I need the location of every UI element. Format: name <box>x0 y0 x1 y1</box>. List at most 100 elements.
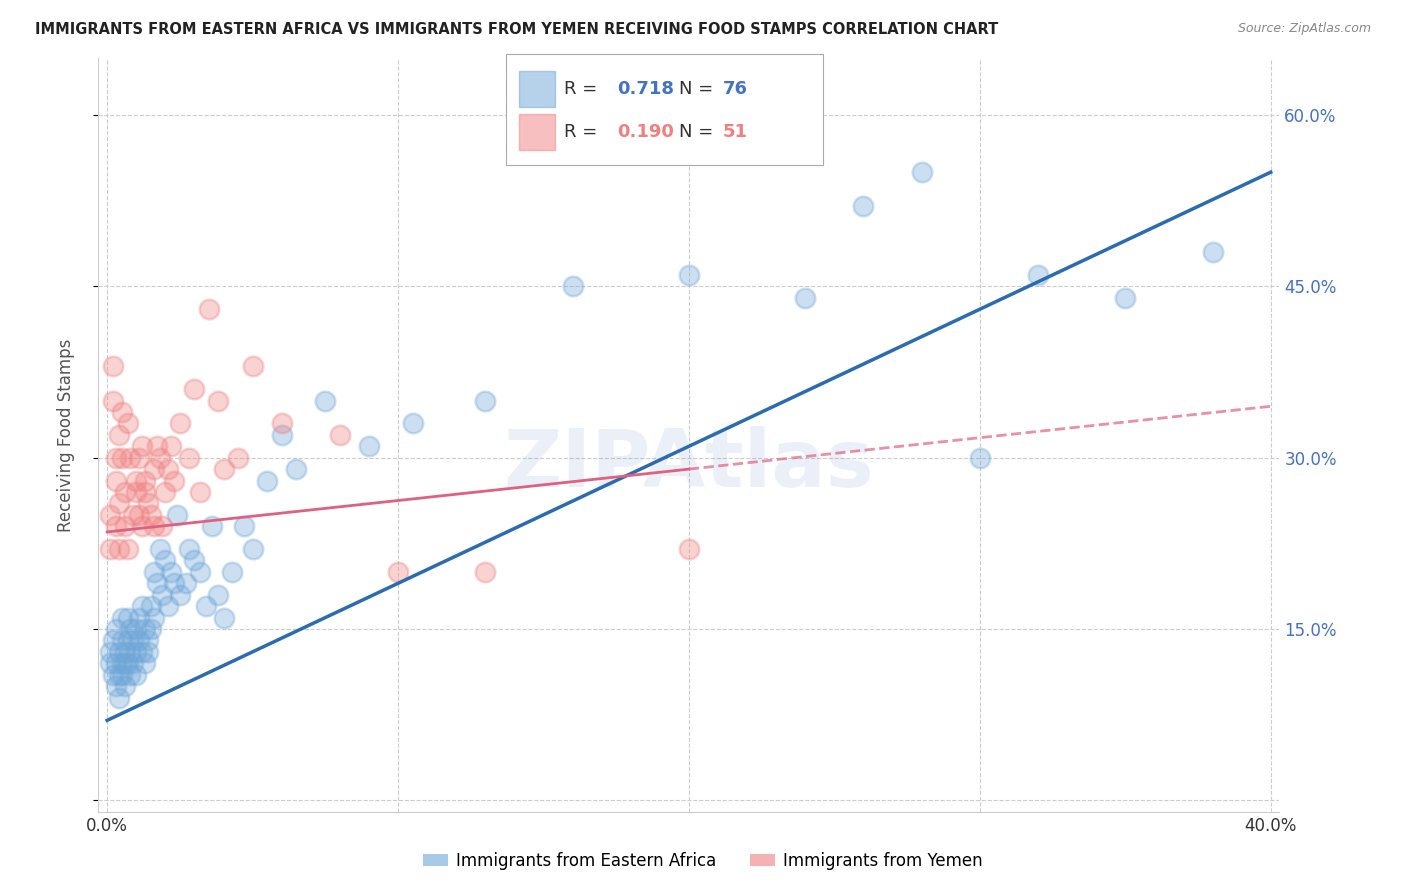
Point <box>155 485 177 500</box>
Point <box>98 657 121 671</box>
Point <box>232 519 254 533</box>
Point <box>104 519 127 533</box>
Text: Source: ZipAtlas.com: Source: ZipAtlas.com <box>1237 22 1371 36</box>
Point <box>131 645 153 659</box>
Point <box>474 565 496 579</box>
Point <box>474 393 496 408</box>
Point <box>163 576 186 591</box>
Point <box>111 405 134 419</box>
Point <box>852 199 875 213</box>
Point <box>125 474 148 488</box>
Point <box>561 279 583 293</box>
Point <box>969 450 991 465</box>
Point <box>212 462 235 476</box>
Point <box>139 508 162 522</box>
Point <box>207 588 229 602</box>
Point <box>125 645 148 659</box>
Point <box>139 599 162 614</box>
Point <box>114 657 136 671</box>
Point <box>117 657 139 671</box>
Point <box>120 622 142 636</box>
Point <box>128 610 150 624</box>
Point <box>131 439 153 453</box>
Point <box>142 565 165 579</box>
Point <box>198 302 221 317</box>
Point <box>125 667 148 681</box>
Point <box>111 657 134 671</box>
Point <box>142 519 165 533</box>
Point <box>188 565 211 579</box>
Point <box>270 427 292 442</box>
Point <box>104 657 127 671</box>
Point <box>117 417 139 431</box>
Point <box>117 610 139 624</box>
Point <box>104 622 127 636</box>
Point <box>107 667 129 681</box>
Point <box>114 679 136 693</box>
Point <box>911 165 934 179</box>
Point <box>111 450 134 465</box>
Point <box>142 462 165 476</box>
Point <box>98 508 121 522</box>
Y-axis label: Receiving Food Stamps: Receiving Food Stamps <box>56 338 75 532</box>
Point <box>314 393 336 408</box>
Point <box>145 576 167 591</box>
Point <box>104 679 127 693</box>
Legend: Immigrants from Eastern Africa, Immigrants from Yemen: Immigrants from Eastern Africa, Immigran… <box>416 846 990 877</box>
Point <box>104 474 127 488</box>
Point <box>387 565 409 579</box>
Point <box>139 622 162 636</box>
Text: R =: R = <box>564 79 603 98</box>
Point <box>120 645 142 659</box>
Point <box>270 417 292 431</box>
Point <box>114 519 136 533</box>
Point <box>195 599 218 614</box>
Point <box>98 542 121 557</box>
Point <box>177 542 200 557</box>
Point <box>101 393 124 408</box>
Point <box>148 450 170 465</box>
Point <box>188 485 211 500</box>
Point <box>157 599 180 614</box>
Point <box>329 427 352 442</box>
Point <box>152 519 174 533</box>
Point <box>122 508 145 522</box>
Point <box>107 645 129 659</box>
Point <box>678 268 700 282</box>
Point <box>128 508 150 522</box>
Point <box>242 359 264 374</box>
Point <box>169 417 191 431</box>
Point <box>226 450 249 465</box>
Point <box>136 633 159 648</box>
Text: N =: N = <box>679 79 718 98</box>
Point <box>128 633 150 648</box>
Point <box>177 450 200 465</box>
Point <box>134 474 156 488</box>
Point <box>1201 245 1223 260</box>
Point <box>131 519 153 533</box>
Point <box>131 599 153 614</box>
Point <box>107 427 129 442</box>
Point <box>678 542 700 557</box>
Point <box>101 359 124 374</box>
Point <box>163 474 186 488</box>
Text: 76: 76 <box>723 79 748 98</box>
Text: ZIPAtlas: ZIPAtlas <box>503 426 875 504</box>
Point <box>256 474 278 488</box>
Point <box>98 645 121 659</box>
Point <box>114 645 136 659</box>
Point <box>101 633 124 648</box>
Point <box>134 657 156 671</box>
Point <box>136 496 159 510</box>
Point <box>125 485 148 500</box>
Text: N =: N = <box>679 123 718 141</box>
Point <box>117 542 139 557</box>
Point <box>134 622 156 636</box>
Point <box>157 462 180 476</box>
Text: R =: R = <box>564 123 603 141</box>
Point <box>285 462 308 476</box>
Text: 0.190: 0.190 <box>617 123 673 141</box>
Point <box>183 382 205 396</box>
Point <box>1026 268 1049 282</box>
Point <box>142 610 165 624</box>
